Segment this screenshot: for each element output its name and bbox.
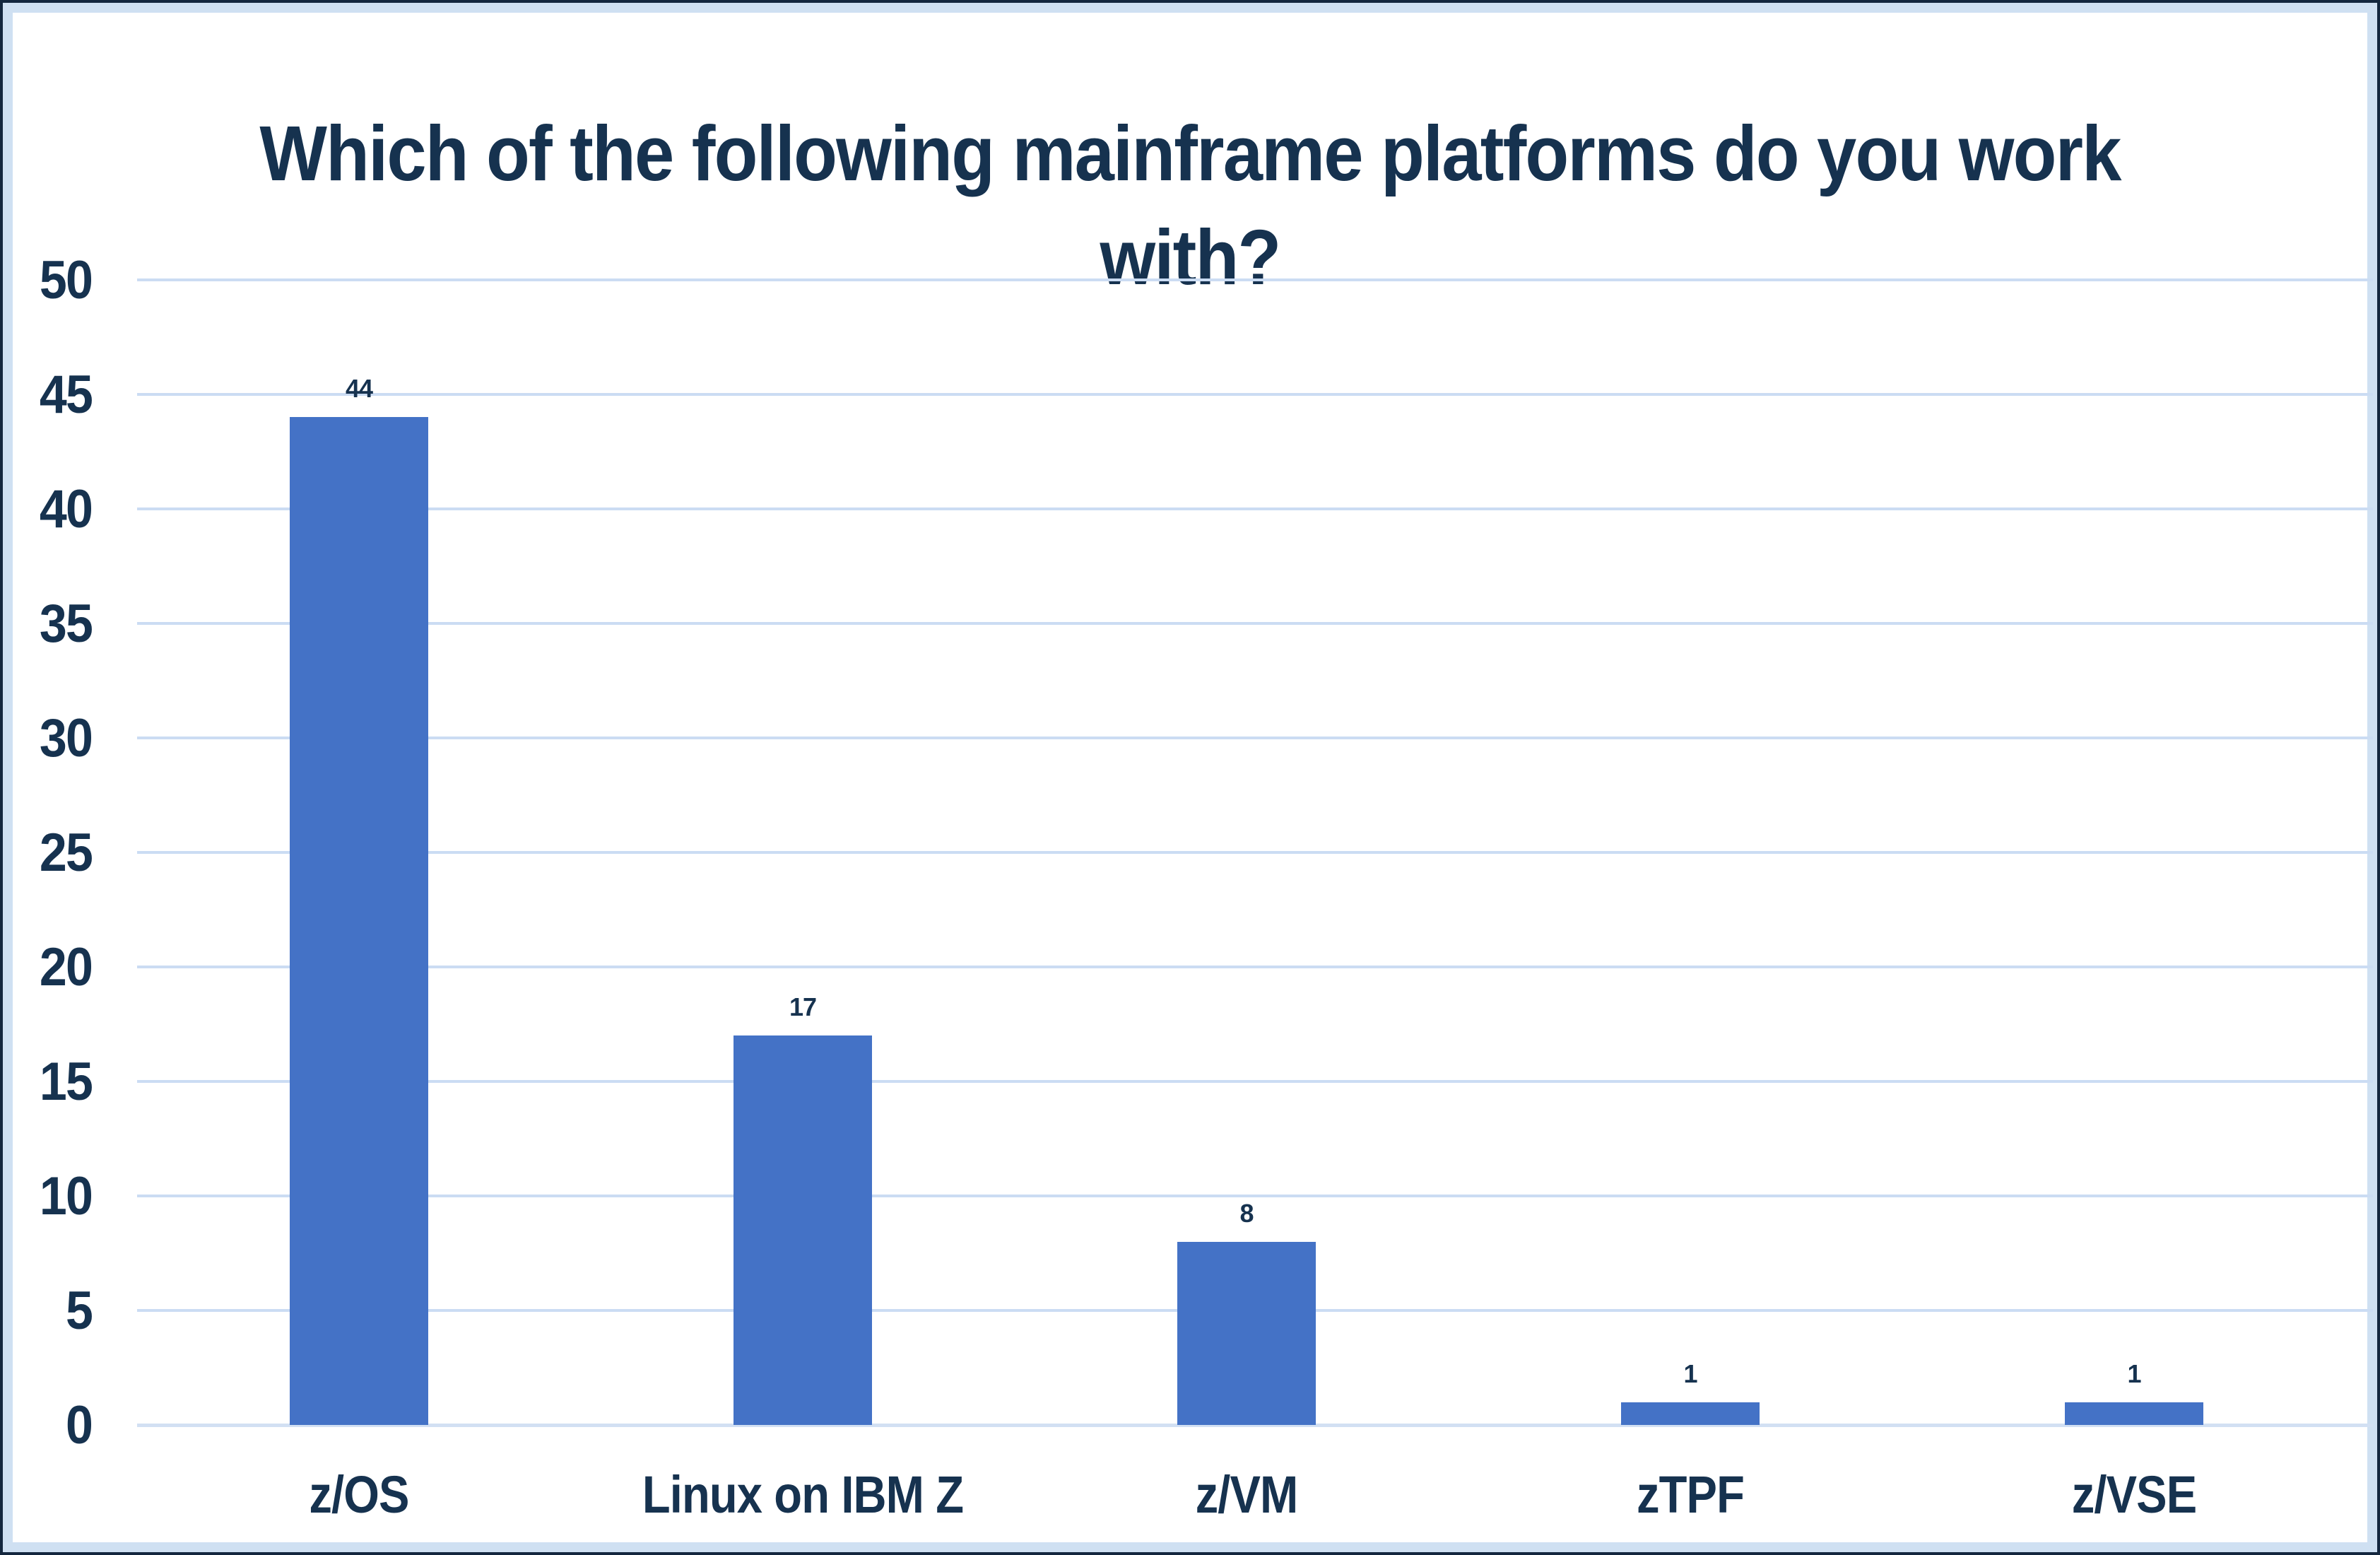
x-axis-category-label: Linux on IBM Z — [642, 1465, 964, 1524]
y-axis-tick-label: 45 — [39, 364, 93, 425]
gridline — [137, 1080, 2373, 1083]
y-axis-tick-label: 20 — [39, 937, 93, 997]
gridline — [137, 1195, 2373, 1197]
gridline — [137, 966, 2373, 968]
gridline — [137, 278, 2373, 281]
data-label: 44 — [345, 374, 373, 403]
chart-title: Which of the following mainframe platfor… — [107, 102, 2273, 310]
y-axis-tick-label: 25 — [39, 822, 93, 883]
data-label: 8 — [1239, 1199, 1254, 1228]
gridline — [137, 851, 2373, 854]
gridline — [137, 1424, 2373, 1427]
x-axis-category-label: z/VM — [1195, 1465, 1299, 1524]
bar — [2065, 1402, 2203, 1425]
x-axis-category-label: zTPF — [1636, 1465, 1745, 1524]
chart-title-line: Which of the following mainframe platfor… — [259, 110, 2121, 197]
gridline — [137, 622, 2373, 625]
gridline — [137, 737, 2373, 739]
data-label: 17 — [789, 992, 817, 1021]
data-label: 1 — [1683, 1359, 1697, 1388]
y-axis-tick-label: 5 — [65, 1280, 93, 1341]
y-axis-tick-label: 0 — [65, 1395, 93, 1455]
y-axis-tick-label: 10 — [39, 1166, 93, 1226]
y-axis-tick-label: 50 — [39, 250, 93, 310]
gridline — [137, 393, 2373, 396]
data-label: 1 — [2127, 1359, 2141, 1388]
chart-frame-inner-border: Which of the following mainframe platfor… — [3, 3, 2377, 1552]
x-axis-category-label: z/VSE — [2071, 1465, 2197, 1524]
y-axis-tick-label: 40 — [39, 479, 93, 539]
bar — [1177, 1242, 1316, 1425]
bar — [290, 417, 428, 1425]
y-axis-tick-label: 35 — [39, 593, 93, 654]
y-axis-tick-label: 30 — [39, 708, 93, 768]
gridline — [137, 507, 2373, 510]
bar — [1621, 1402, 1760, 1425]
plot-area: 0 5 10 15 20 25 30 35 40 45 50 44 z/OS 17 Linux on IBM… — [13, 13, 2373, 1542]
chart-title-line: with? — [1100, 214, 1282, 302]
y-axis-tick-label: 15 — [39, 1051, 93, 1112]
x-axis-category-label: z/OS — [309, 1465, 409, 1524]
bar — [734, 1035, 872, 1425]
chart-canvas: Which of the following mainframe platfor… — [13, 13, 2373, 1542]
